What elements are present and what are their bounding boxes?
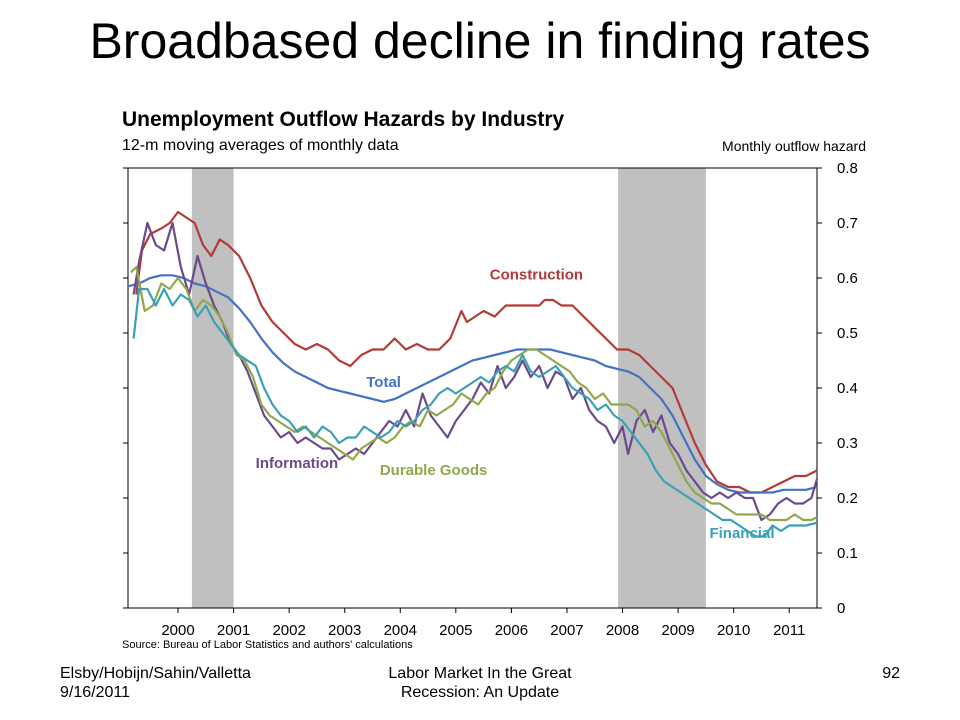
- x-tick-label: 2009: [661, 622, 694, 639]
- x-tick-label: 2005: [439, 622, 472, 639]
- line-chart: Unemployment Outflow Hazards by Industry…: [122, 108, 866, 651]
- series-lines: [127, 210, 819, 538]
- series-line-financial: [132, 287, 818, 538]
- recession-band: [191, 168, 234, 608]
- slide-title: Broadbased decline in finding rates: [89, 13, 871, 69]
- y-tick-label: 0.7: [837, 215, 858, 232]
- x-tick-label: 2011: [773, 622, 805, 639]
- x-tick-label: 2001: [217, 622, 250, 639]
- y-axis: 0 0.1 0.2 0.3 0.4 0.5 0.6 0.7 0.8: [123, 160, 858, 617]
- recession-bands: [191, 168, 706, 608]
- x-tick-label: 2003: [328, 622, 361, 639]
- x-tick-label: 2004: [384, 622, 417, 639]
- series-label-financial: Financial: [709, 525, 774, 542]
- series-label-construction: Construction: [490, 267, 583, 284]
- x-tick-label: 2006: [495, 622, 528, 639]
- series-line-durable-goods: [130, 265, 818, 522]
- page-number: 92: [882, 665, 900, 682]
- chart-subtitle: 12-m moving averages of monthly data: [122, 137, 399, 154]
- series-line-total: [127, 274, 818, 494]
- footer-talk-title: Labor Market In the Great Recession: An …: [388, 665, 572, 701]
- y-tick-label: 0.8: [837, 160, 858, 177]
- footer-authors: Elsby/Hobijn/Sahin/Valletta 9/16/2011: [60, 665, 251, 701]
- series-label-total: Total: [366, 374, 401, 391]
- x-tick-label: 2010: [717, 622, 750, 639]
- series-line-construction: [135, 210, 818, 494]
- x-axis: 2000 2001 2002 2003 2004 2005 2006 2007 2008 2009…: [161, 608, 805, 639]
- x-tick-label: 2000: [161, 622, 194, 639]
- y-tick-label: 0.4: [837, 380, 858, 397]
- x-tick-label: 2002: [272, 622, 305, 639]
- recession-band: [618, 168, 706, 608]
- series-label-durable-goods: Durable Goods: [380, 462, 488, 479]
- y-tick-label: 0: [837, 600, 845, 617]
- source-note: Source: Bureau of Labor Statistics and a…: [122, 639, 413, 651]
- y-tick-label: 0.1: [837, 545, 858, 562]
- y-tick-label: 0.2: [837, 490, 858, 507]
- y-tick-label: 0.5: [837, 325, 858, 342]
- y-tick-label: 0.3: [837, 435, 858, 452]
- series-label-information: Information: [256, 455, 339, 472]
- series-labels: Construction Total Information Durable Good…: [256, 267, 775, 543]
- series-line-information: [132, 221, 819, 522]
- y-axis-label: Monthly outflow hazard: [722, 138, 866, 154]
- chart-title: Unemployment Outflow Hazards by Industry: [122, 108, 565, 131]
- y-tick-label: 0.6: [837, 270, 858, 287]
- x-tick-label: 2008: [606, 622, 639, 639]
- x-tick-label: 2007: [550, 622, 583, 639]
